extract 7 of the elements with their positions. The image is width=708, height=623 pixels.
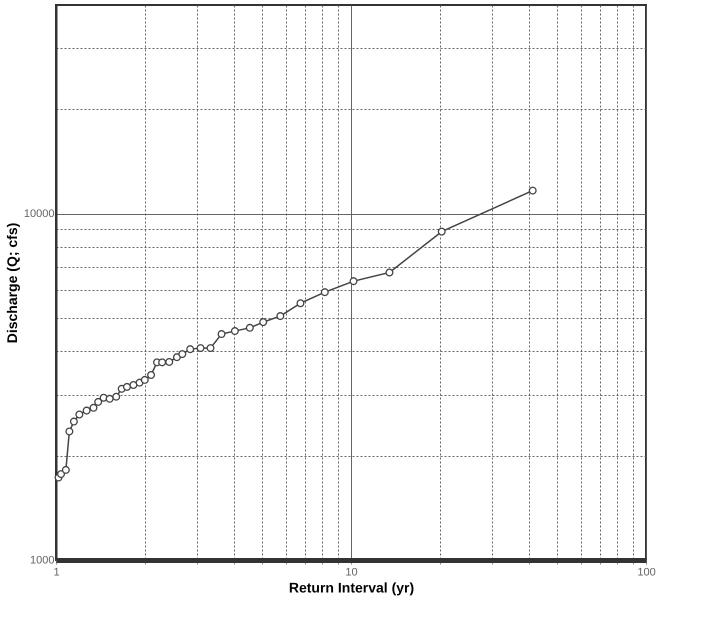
x-tick-label: 1 <box>53 566 60 578</box>
x-tick-label: 10 <box>345 566 358 578</box>
x-tick-label: 100 <box>637 566 656 578</box>
y-tick-label: 1000 <box>30 554 54 566</box>
x-axis-title: Return Interval (yr) <box>288 580 414 596</box>
y-axis-title: Discharge (Q; cfs) <box>4 222 20 344</box>
y-tick-label: 10000 <box>24 208 54 220</box>
